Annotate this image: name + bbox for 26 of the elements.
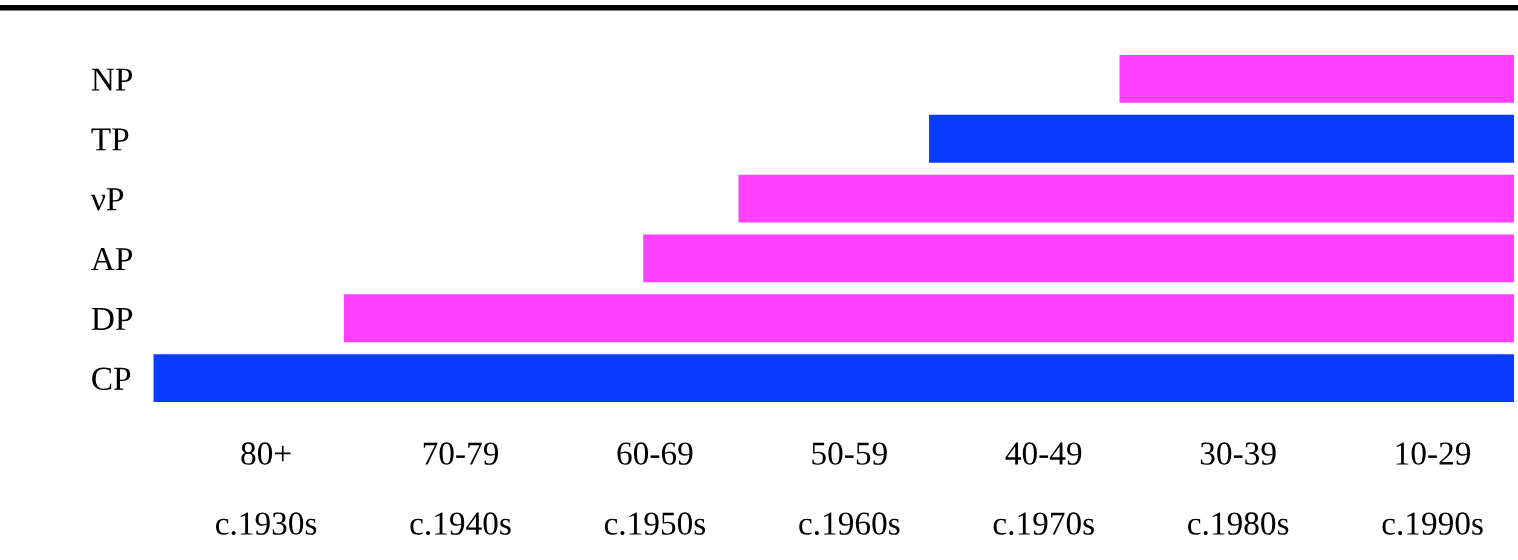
text: c.1950s	[604, 512, 706, 535]
text: 70-79	[423, 442, 499, 465]
y-tick-label: NP	[91, 68, 133, 91]
bar	[153, 354, 1515, 403]
y-tick-label: νP	[90, 188, 124, 211]
text: c.1940s	[410, 512, 511, 535]
text: 40-49	[1005, 442, 1082, 465]
text: 10-29	[1396, 442, 1471, 465]
text: 30-39	[1200, 442, 1276, 465]
y-tick-label: TP	[91, 128, 129, 151]
y-tick-label: AP	[91, 247, 133, 270]
bar	[738, 174, 1515, 223]
text: c.1960s	[799, 512, 900, 535]
text: c.1970s	[993, 512, 1094, 535]
text: 60-69	[617, 442, 693, 465]
bar	[643, 234, 1515, 283]
text: 80+	[241, 442, 291, 465]
text: c.1930s	[215, 512, 317, 535]
text: c.1980s	[1188, 512, 1289, 535]
bar	[343, 294, 1515, 343]
bar	[929, 114, 1515, 163]
y-tick-label: CP	[92, 367, 131, 390]
bar	[1119, 54, 1515, 103]
text: c.1990s	[1382, 512, 1483, 535]
text: 50-59	[812, 442, 887, 465]
y-tick-label: DP	[91, 308, 133, 330]
